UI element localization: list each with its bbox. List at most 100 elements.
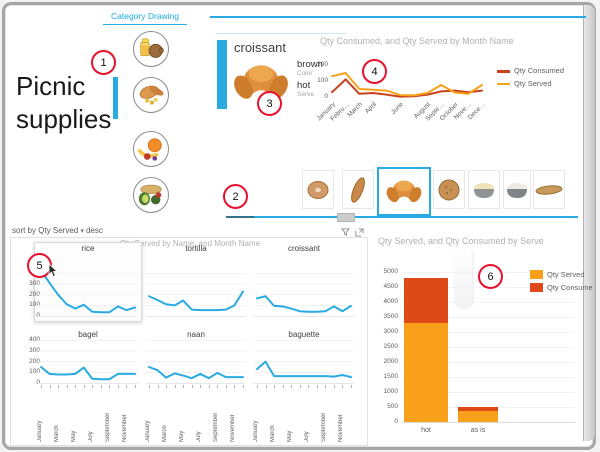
x-tick-mark	[66, 385, 68, 388]
thumbnail-croissant[interactable]	[377, 167, 431, 216]
x-tick-label: July	[88, 431, 95, 442]
x-tick-mark	[149, 385, 150, 388]
line-chart-title: Qty Consumed, and Qty Served by Month Na…	[320, 36, 514, 46]
card-accent-bar	[217, 40, 227, 109]
x-tick-mark	[325, 385, 327, 388]
x-tick-mark	[316, 385, 318, 388]
thumbnail-flatbread[interactable]	[533, 170, 565, 209]
tooltip-strip	[454, 247, 472, 307]
x-tick-mark	[243, 385, 244, 388]
legend-item[interactable]: Qty Served	[530, 269, 592, 280]
thumbnail-rice-bowl[interactable]	[468, 170, 500, 209]
top-divider-line	[210, 16, 586, 18]
x-tick-label: May	[71, 430, 78, 442]
panel-plot-croissant	[254, 272, 354, 317]
y-tick-label: 100	[317, 77, 328, 84]
page-title: Picnic supplies	[16, 71, 112, 134]
y-tick-label: 400	[29, 336, 40, 344]
card-field-color-label: Color	[297, 70, 313, 77]
slicer-item-salad[interactable]	[133, 177, 169, 213]
bar-chart-title: Qty Served, and Qty Consumed by Serve	[378, 236, 544, 246]
x-tick-mark	[41, 385, 42, 388]
fruit-image-icon	[136, 134, 166, 164]
salad-image-icon	[136, 180, 166, 210]
y-tick-label: 100	[29, 368, 40, 376]
panel-name: croissant	[287, 244, 320, 253]
x-tick-mark	[299, 385, 301, 388]
y-tick-label: 0	[394, 418, 398, 425]
gridline	[402, 332, 575, 333]
y-tick-label: 100	[29, 301, 40, 309]
x-tick-mark	[166, 385, 168, 388]
x-tick-mark	[92, 385, 94, 388]
y-tick-label: 200	[29, 357, 40, 365]
window-scrollbar[interactable]	[583, 5, 595, 441]
x-tick-mark	[117, 385, 119, 388]
x-tick-label: September	[213, 412, 220, 442]
small-multiples-title: Qty Served by Name, and Month Name	[119, 239, 261, 248]
y-tick-label: 4000	[383, 298, 398, 305]
gridline	[402, 317, 575, 318]
card-title: croissant	[234, 40, 287, 55]
popout-icon[interactable]	[355, 228, 364, 237]
thumbnail-boule[interactable]	[433, 170, 465, 209]
bagel-image-icon	[306, 178, 330, 202]
panel-plot-tortilla	[146, 272, 246, 317]
y-tick-label: 300	[29, 347, 40, 354]
legend-item[interactable]: Qty Consumed	[530, 282, 592, 293]
x-tick-mark	[49, 385, 51, 388]
x-tick-mark	[200, 385, 202, 388]
card-field-serve-label: Serve	[297, 91, 314, 98]
slicer-selection-bar	[113, 77, 118, 119]
y-tick-label: 3000	[383, 328, 398, 335]
x-tick-label: November	[122, 414, 129, 442]
x-axis-line	[402, 422, 575, 423]
thumbnail-bagel[interactable]	[302, 170, 334, 209]
x-tick-label: January	[253, 420, 259, 442]
x-tick-mark	[257, 385, 258, 388]
gridline	[402, 302, 575, 303]
croissant-image-icon	[384, 172, 424, 212]
thumbnail-naan-bowl[interactable]	[503, 170, 531, 209]
strip-scrollbar-track[interactable]	[226, 216, 578, 218]
slicer-item-bread[interactable]	[133, 77, 169, 113]
flatbread-image-icon	[535, 182, 563, 198]
filter-icon[interactable]	[341, 228, 350, 237]
slicer-item-fruit[interactable]	[133, 131, 169, 167]
x-tick-label: November	[338, 414, 345, 442]
legend-item[interactable]: Qty Consumed	[497, 66, 592, 77]
legend-label: Qty Served	[547, 270, 585, 279]
sort-bar[interactable]: sort by Qty Served ▾ desc	[12, 226, 103, 235]
y-tick-label: 200	[317, 61, 328, 68]
legend-item[interactable]: Qty Served	[497, 79, 592, 90]
category-slicer-title: Category Drawing	[103, 11, 187, 25]
x-tick-mark	[183, 385, 185, 388]
x-tick-mark	[157, 385, 159, 388]
bar-segment-served[interactable]	[458, 410, 498, 422]
strip-scrollbar-thumb[interactable]	[337, 213, 355, 222]
x-tick-mark	[274, 385, 276, 388]
x-tick-mark	[208, 385, 210, 388]
x-tick-mark	[58, 385, 60, 388]
panel-plot-bagel	[38, 339, 138, 384]
bar-segment-consumed[interactable]	[404, 278, 448, 323]
x-tick-mark	[225, 385, 227, 388]
bar-segment-consumed[interactable]	[458, 407, 498, 411]
slicer-item-drinks[interactable]	[133, 31, 169, 67]
y-tick-label: 1500	[383, 373, 398, 380]
bar-segment-served[interactable]	[404, 323, 448, 422]
panel-plot-naan	[146, 339, 246, 384]
naan-bowl-image-icon	[505, 179, 529, 201]
gridline	[402, 347, 575, 348]
y-tick-label: 2000	[383, 358, 398, 365]
legend-swatch	[530, 282, 543, 292]
x-tick-mark	[135, 385, 136, 388]
x-tick-mark	[126, 385, 128, 388]
panel-name: tortilla	[185, 244, 207, 253]
y-tick-label: 0	[36, 312, 40, 319]
x-tick-mark	[109, 385, 111, 388]
x-tick-label: November	[230, 414, 237, 442]
sort-dropdown-caret-icon[interactable]: ▾	[80, 228, 86, 235]
thumbnail-baguette[interactable]	[342, 170, 374, 209]
legend-label: Qty Consumed	[547, 282, 592, 292]
